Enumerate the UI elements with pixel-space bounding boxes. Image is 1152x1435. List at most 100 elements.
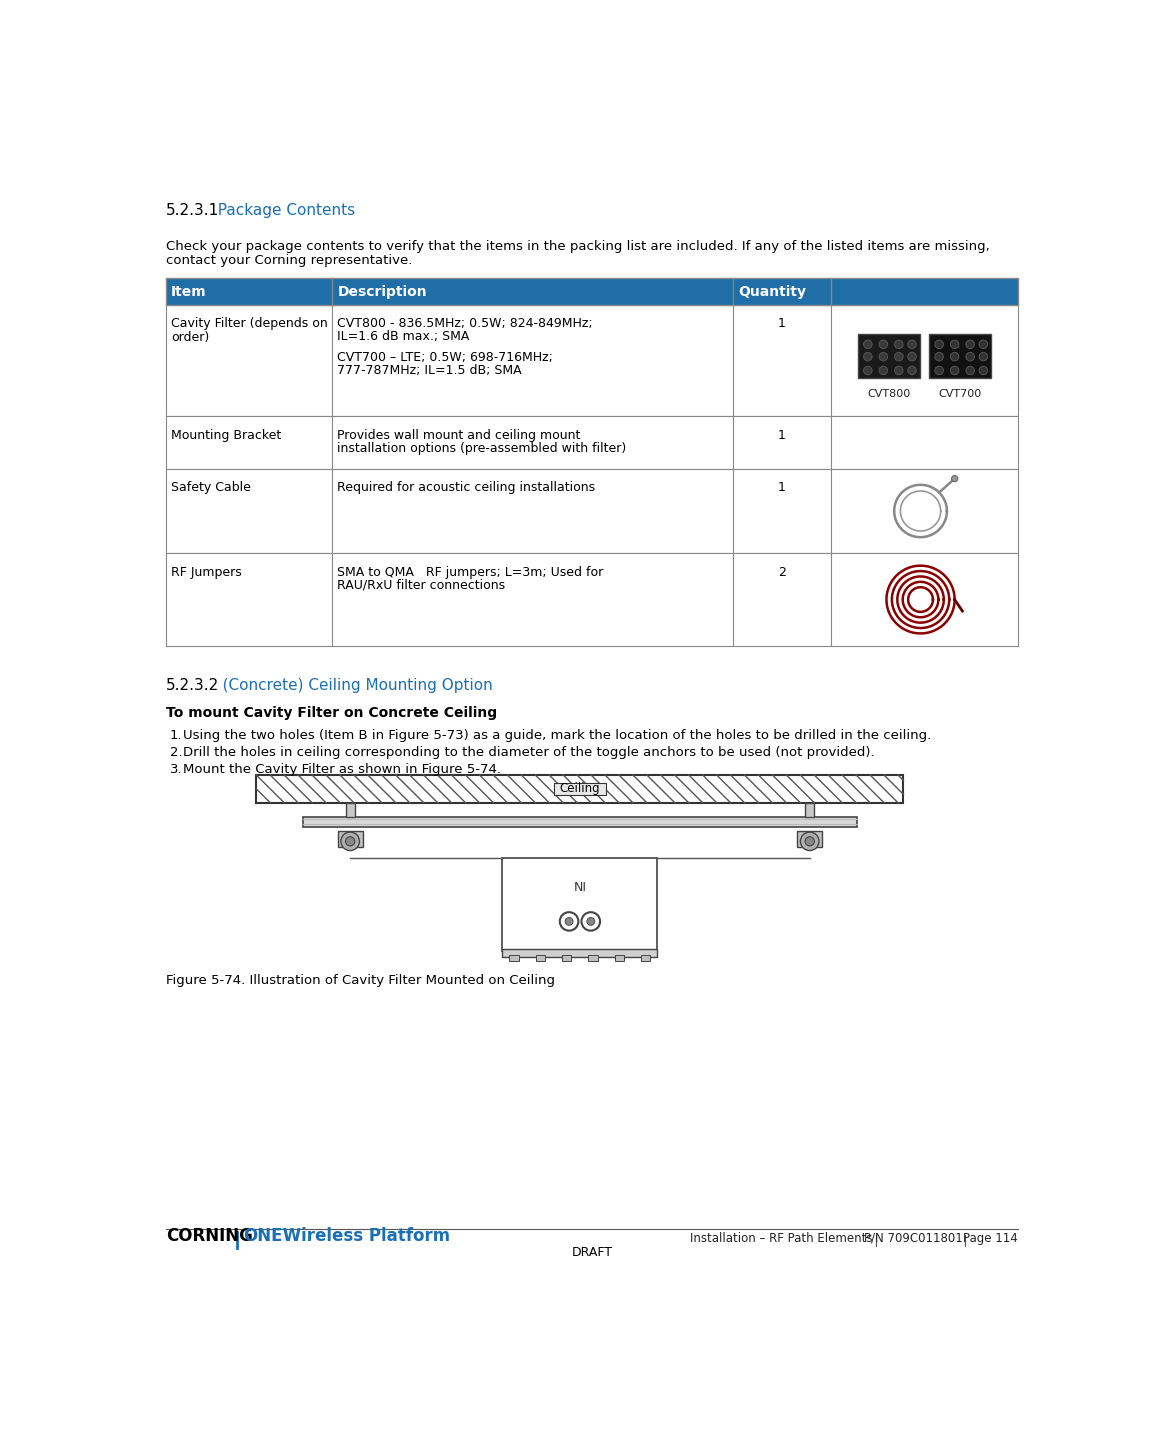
Text: Quantity: Quantity bbox=[738, 284, 806, 298]
Circle shape bbox=[895, 353, 903, 360]
Bar bbox=[536, 956, 545, 960]
Bar bbox=[502, 949, 658, 957]
Bar bbox=[797, 831, 823, 848]
Circle shape bbox=[979, 353, 987, 360]
Text: P/N 709C011801: P/N 709C011801 bbox=[864, 1231, 962, 1244]
Text: Mounting Bracket: Mounting Bracket bbox=[172, 429, 281, 442]
Text: 5.2.3.2: 5.2.3.2 bbox=[166, 679, 219, 693]
Circle shape bbox=[965, 353, 975, 360]
Text: 1: 1 bbox=[778, 317, 786, 330]
Circle shape bbox=[805, 837, 814, 847]
Text: (Concrete) Ceiling Mounting Option: (Concrete) Ceiling Mounting Option bbox=[209, 679, 493, 693]
Text: 1: 1 bbox=[778, 481, 786, 494]
Bar bbox=[338, 831, 363, 848]
Text: CORNING: CORNING bbox=[166, 1227, 252, 1244]
Text: CVT800: CVT800 bbox=[867, 389, 910, 399]
Bar bbox=[166, 554, 1018, 646]
Text: ™: ™ bbox=[271, 1227, 280, 1237]
Text: CVT800 - 836.5MHz; 0.5W; 824-849MHz;: CVT800 - 836.5MHz; 0.5W; 824-849MHz; bbox=[338, 317, 593, 330]
Text: ONE: ONE bbox=[243, 1227, 282, 1244]
Circle shape bbox=[346, 837, 355, 847]
Bar bbox=[642, 956, 651, 960]
Circle shape bbox=[566, 917, 573, 926]
Circle shape bbox=[895, 366, 903, 375]
Circle shape bbox=[950, 340, 958, 349]
Text: 2: 2 bbox=[778, 565, 786, 578]
Text: NI: NI bbox=[574, 881, 586, 894]
Circle shape bbox=[935, 366, 943, 375]
Text: Provides wall mount and ceiling mount: Provides wall mount and ceiling mount bbox=[338, 429, 581, 442]
Circle shape bbox=[935, 353, 943, 360]
Text: SMA to QMA   RF jumpers; L=3m; Used for: SMA to QMA RF jumpers; L=3m; Used for bbox=[338, 565, 604, 578]
Circle shape bbox=[879, 340, 887, 349]
Text: Cavity Filter (depends on: Cavity Filter (depends on bbox=[172, 317, 328, 330]
Bar bbox=[805, 802, 814, 817]
Circle shape bbox=[879, 366, 887, 375]
Text: Package Contents: Package Contents bbox=[209, 202, 356, 218]
Circle shape bbox=[979, 366, 987, 375]
Bar bbox=[858, 333, 919, 379]
Circle shape bbox=[801, 832, 819, 851]
Circle shape bbox=[979, 340, 987, 349]
Text: installation options (pre-assembled with filter): installation options (pre-assembled with… bbox=[338, 442, 627, 455]
Circle shape bbox=[864, 353, 872, 360]
Bar bbox=[346, 802, 355, 817]
Circle shape bbox=[582, 913, 600, 931]
Text: Description: Description bbox=[338, 284, 427, 298]
Text: Mount the Cavity Filter as shown in Figure 5-74.: Mount the Cavity Filter as shown in Figu… bbox=[183, 763, 501, 776]
Text: Installation – RF Path Elements: Installation – RF Path Elements bbox=[690, 1231, 872, 1244]
Text: 5.2.3.1: 5.2.3.1 bbox=[166, 202, 219, 218]
Bar bbox=[166, 304, 1018, 416]
Bar bbox=[257, 775, 903, 802]
Circle shape bbox=[908, 340, 916, 349]
Circle shape bbox=[952, 475, 957, 482]
Text: Figure 5-74. Illustration of Cavity Filter Mounted on Ceiling: Figure 5-74. Illustration of Cavity Filt… bbox=[166, 974, 555, 987]
Text: Ceiling: Ceiling bbox=[560, 782, 600, 795]
Bar bbox=[166, 469, 1018, 554]
Circle shape bbox=[908, 353, 916, 360]
Text: Wireless Platform: Wireless Platform bbox=[276, 1227, 449, 1244]
Bar bbox=[303, 817, 857, 828]
Bar bbox=[554, 784, 606, 795]
Bar bbox=[509, 956, 518, 960]
Text: 1: 1 bbox=[778, 429, 786, 442]
Text: Drill the holes in ceiling corresponding to the diameter of the toggle anchors t: Drill the holes in ceiling corresponding… bbox=[183, 746, 874, 759]
Bar bbox=[257, 775, 903, 802]
Circle shape bbox=[950, 366, 958, 375]
Text: 1.: 1. bbox=[169, 729, 182, 742]
Text: order): order) bbox=[172, 331, 210, 344]
Bar bbox=[166, 278, 1018, 304]
Circle shape bbox=[560, 913, 578, 931]
Text: RF Jumpers: RF Jumpers bbox=[172, 565, 242, 578]
Text: DRAFT: DRAFT bbox=[571, 1246, 613, 1258]
Text: Page 114: Page 114 bbox=[963, 1231, 1018, 1244]
Circle shape bbox=[864, 366, 872, 375]
Text: Required for acoustic ceiling installations: Required for acoustic ceiling installati… bbox=[338, 481, 596, 494]
Bar bbox=[929, 333, 991, 379]
Circle shape bbox=[935, 340, 943, 349]
Text: Safety Cable: Safety Cable bbox=[172, 481, 251, 494]
Circle shape bbox=[950, 353, 958, 360]
Circle shape bbox=[586, 917, 594, 926]
Circle shape bbox=[965, 366, 975, 375]
Text: Check your package contents to verify that the items in the packing list are inc: Check your package contents to verify th… bbox=[166, 240, 990, 253]
Text: 2.: 2. bbox=[169, 746, 182, 759]
Text: CVT700 – LTE; 0.5W; 698-716MHz;: CVT700 – LTE; 0.5W; 698-716MHz; bbox=[338, 350, 553, 364]
Bar bbox=[166, 416, 1018, 469]
Text: CVT700: CVT700 bbox=[939, 389, 982, 399]
Text: IL=1.6 dB max.; SMA: IL=1.6 dB max.; SMA bbox=[338, 330, 470, 343]
Circle shape bbox=[908, 366, 916, 375]
Text: 777-787MHz; IL=1.5 dB; SMA: 777-787MHz; IL=1.5 dB; SMA bbox=[338, 364, 522, 377]
Text: RAU/RxU filter connections: RAU/RxU filter connections bbox=[338, 578, 506, 591]
Circle shape bbox=[341, 832, 359, 851]
Text: Using the two holes (Item B in Figure 5-73) as a guide, mark the location of the: Using the two holes (Item B in Figure 5-… bbox=[183, 729, 931, 742]
Text: contact your Corning representative.: contact your Corning representative. bbox=[166, 254, 412, 267]
Bar bbox=[589, 956, 598, 960]
Bar bbox=[502, 858, 658, 950]
Text: 3.: 3. bbox=[169, 763, 182, 776]
Text: To mount Cavity Filter on Concrete Ceiling: To mount Cavity Filter on Concrete Ceili… bbox=[166, 706, 497, 720]
Circle shape bbox=[965, 340, 975, 349]
Circle shape bbox=[864, 340, 872, 349]
Bar bbox=[615, 956, 624, 960]
Text: Item: Item bbox=[172, 284, 206, 298]
